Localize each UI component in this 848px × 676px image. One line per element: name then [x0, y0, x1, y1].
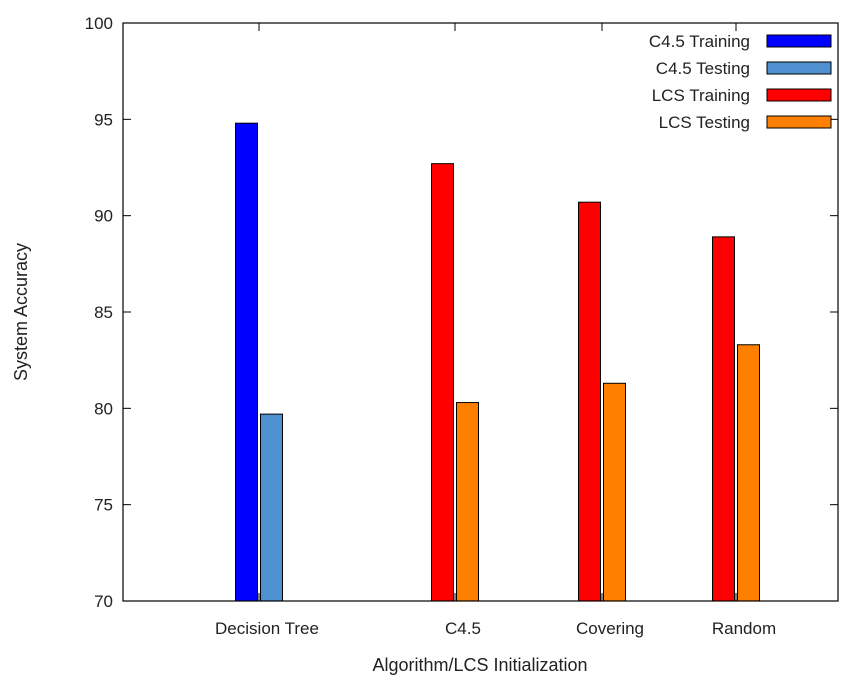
y-tick-label: 100: [85, 14, 113, 33]
x-axis-title: Algorithm/LCS Initialization: [372, 655, 587, 675]
legend-label: C4.5 Testing: [656, 59, 750, 78]
y-tick-label: 85: [94, 303, 113, 322]
legend-label: LCS Training: [652, 86, 750, 105]
y-tick-label: 95: [94, 110, 113, 129]
bar: [603, 382, 626, 602]
legend-swatch: [766, 34, 832, 48]
x-tick-label: Random: [712, 619, 776, 638]
bar: [578, 201, 601, 602]
bar: [737, 344, 760, 602]
legend-label: LCS Testing: [659, 113, 750, 132]
y-tick-label: 90: [94, 207, 113, 226]
bar: [712, 236, 735, 602]
y-tick-label: 70: [94, 592, 113, 611]
y-axis-title: System Accuracy: [11, 243, 31, 381]
x-tick-label: Covering: [576, 619, 644, 638]
bars: [235, 122, 760, 602]
axis-ticks: 70 75 80 85 90 95 100 Decision Tree C4.5 Covering…: [85, 14, 838, 638]
bar: [260, 413, 283, 602]
bar: [431, 163, 454, 602]
y-tick-label: 75: [94, 496, 113, 515]
x-tick-label: Decision Tree: [215, 619, 319, 638]
bar: [456, 402, 479, 602]
legend-swatch: [766, 61, 832, 75]
bar: [235, 122, 258, 602]
legend-label: C4.5 Training: [649, 32, 750, 51]
x-tick-label: C4.5: [445, 619, 481, 638]
legend: C4.5 Training C4.5 Testing LCS Training LCS…: [649, 32, 832, 132]
y-tick-label: 80: [94, 399, 113, 418]
legend-swatch: [766, 88, 832, 102]
legend-swatch: [766, 115, 832, 129]
